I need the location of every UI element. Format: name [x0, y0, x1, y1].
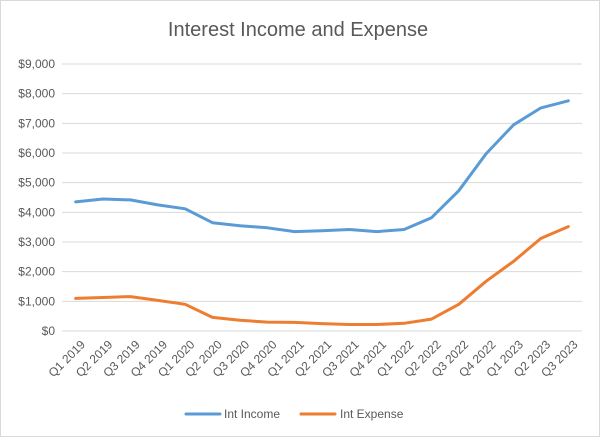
legend: Int Income Int Expense — [184, 407, 404, 421]
y-tick-label: $2,000 — [18, 265, 55, 279]
y-tick-label: $4,000 — [18, 205, 55, 219]
legend-label: Int Income — [224, 407, 280, 421]
y-tick-label: $7,000 — [18, 116, 55, 130]
legend-item: Int Income — [184, 407, 280, 421]
legend-item: Int Expense — [299, 407, 404, 421]
series-line-int-income — [74, 99, 570, 234]
y-axis: $0 $1,000 $2,000 $3,000 $4,000 $5,000 $6,000 $7… — [18, 57, 55, 338]
y-tick-label: $9,000 — [18, 57, 55, 71]
y-tick-label: $8,000 — [18, 87, 55, 101]
y-tick-label: $5,000 — [18, 176, 55, 190]
y-tick-label: $1,000 — [18, 294, 55, 308]
y-tick-label: $6,000 — [18, 146, 55, 160]
series-line-int-expense — [74, 225, 570, 326]
chart-title: Interest Income and Expense — [168, 19, 428, 41]
y-tick-label: $0 — [42, 324, 56, 338]
series-lines — [74, 99, 570, 326]
y-tick-label: $3,000 — [18, 235, 55, 249]
gridlines — [62, 63, 582, 332]
legend-label: Int Expense — [340, 407, 404, 421]
